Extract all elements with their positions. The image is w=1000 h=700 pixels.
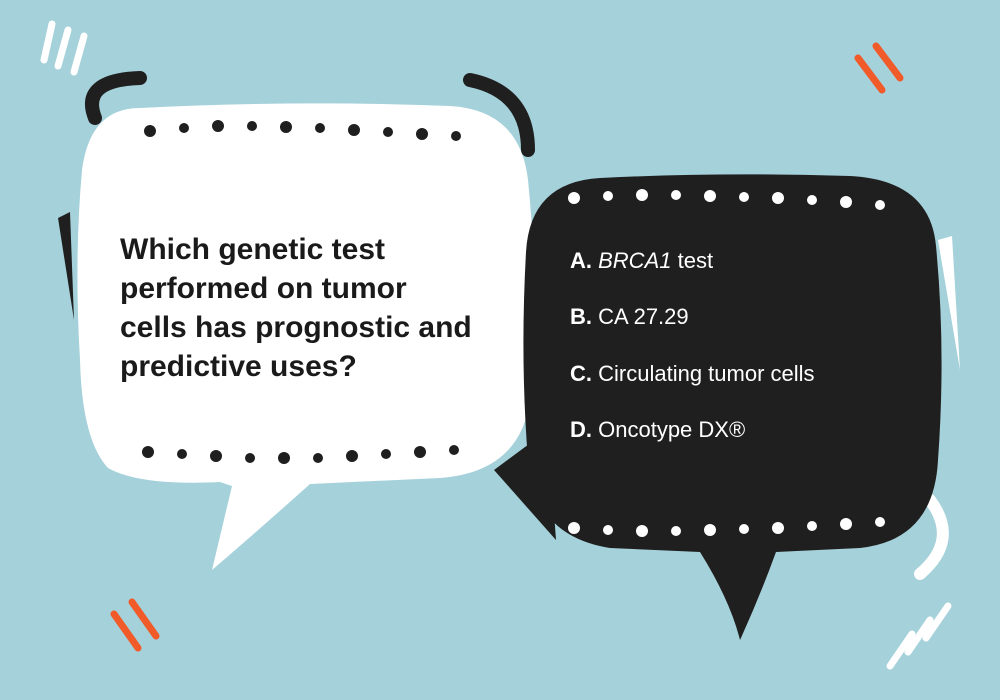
options-list: A. BRCA1 test B. CA 27.29 C. Circulating t…	[570, 248, 910, 474]
question-text: Which genetic test performed on tumor ce…	[120, 230, 480, 386]
option-b[interactable]: B. CA 27.29	[570, 304, 910, 330]
option-d[interactable]: D. Oncotype DX®	[570, 417, 910, 443]
option-key: D.	[570, 417, 598, 442]
option-c[interactable]: C. Circulating tumor cells	[570, 361, 910, 387]
option-label: Oncotype DX®	[598, 417, 745, 442]
option-a[interactable]: A. BRCA1 test	[570, 248, 910, 274]
option-label: BRCA1 test	[598, 248, 713, 273]
option-key: A.	[570, 248, 598, 273]
quiz-card: Which genetic test performed on tumor ce…	[0, 0, 1000, 700]
option-key: C.	[570, 361, 598, 386]
option-label: CA 27.29	[598, 304, 689, 329]
option-key: B.	[570, 304, 598, 329]
option-label: Circulating tumor cells	[598, 361, 814, 386]
